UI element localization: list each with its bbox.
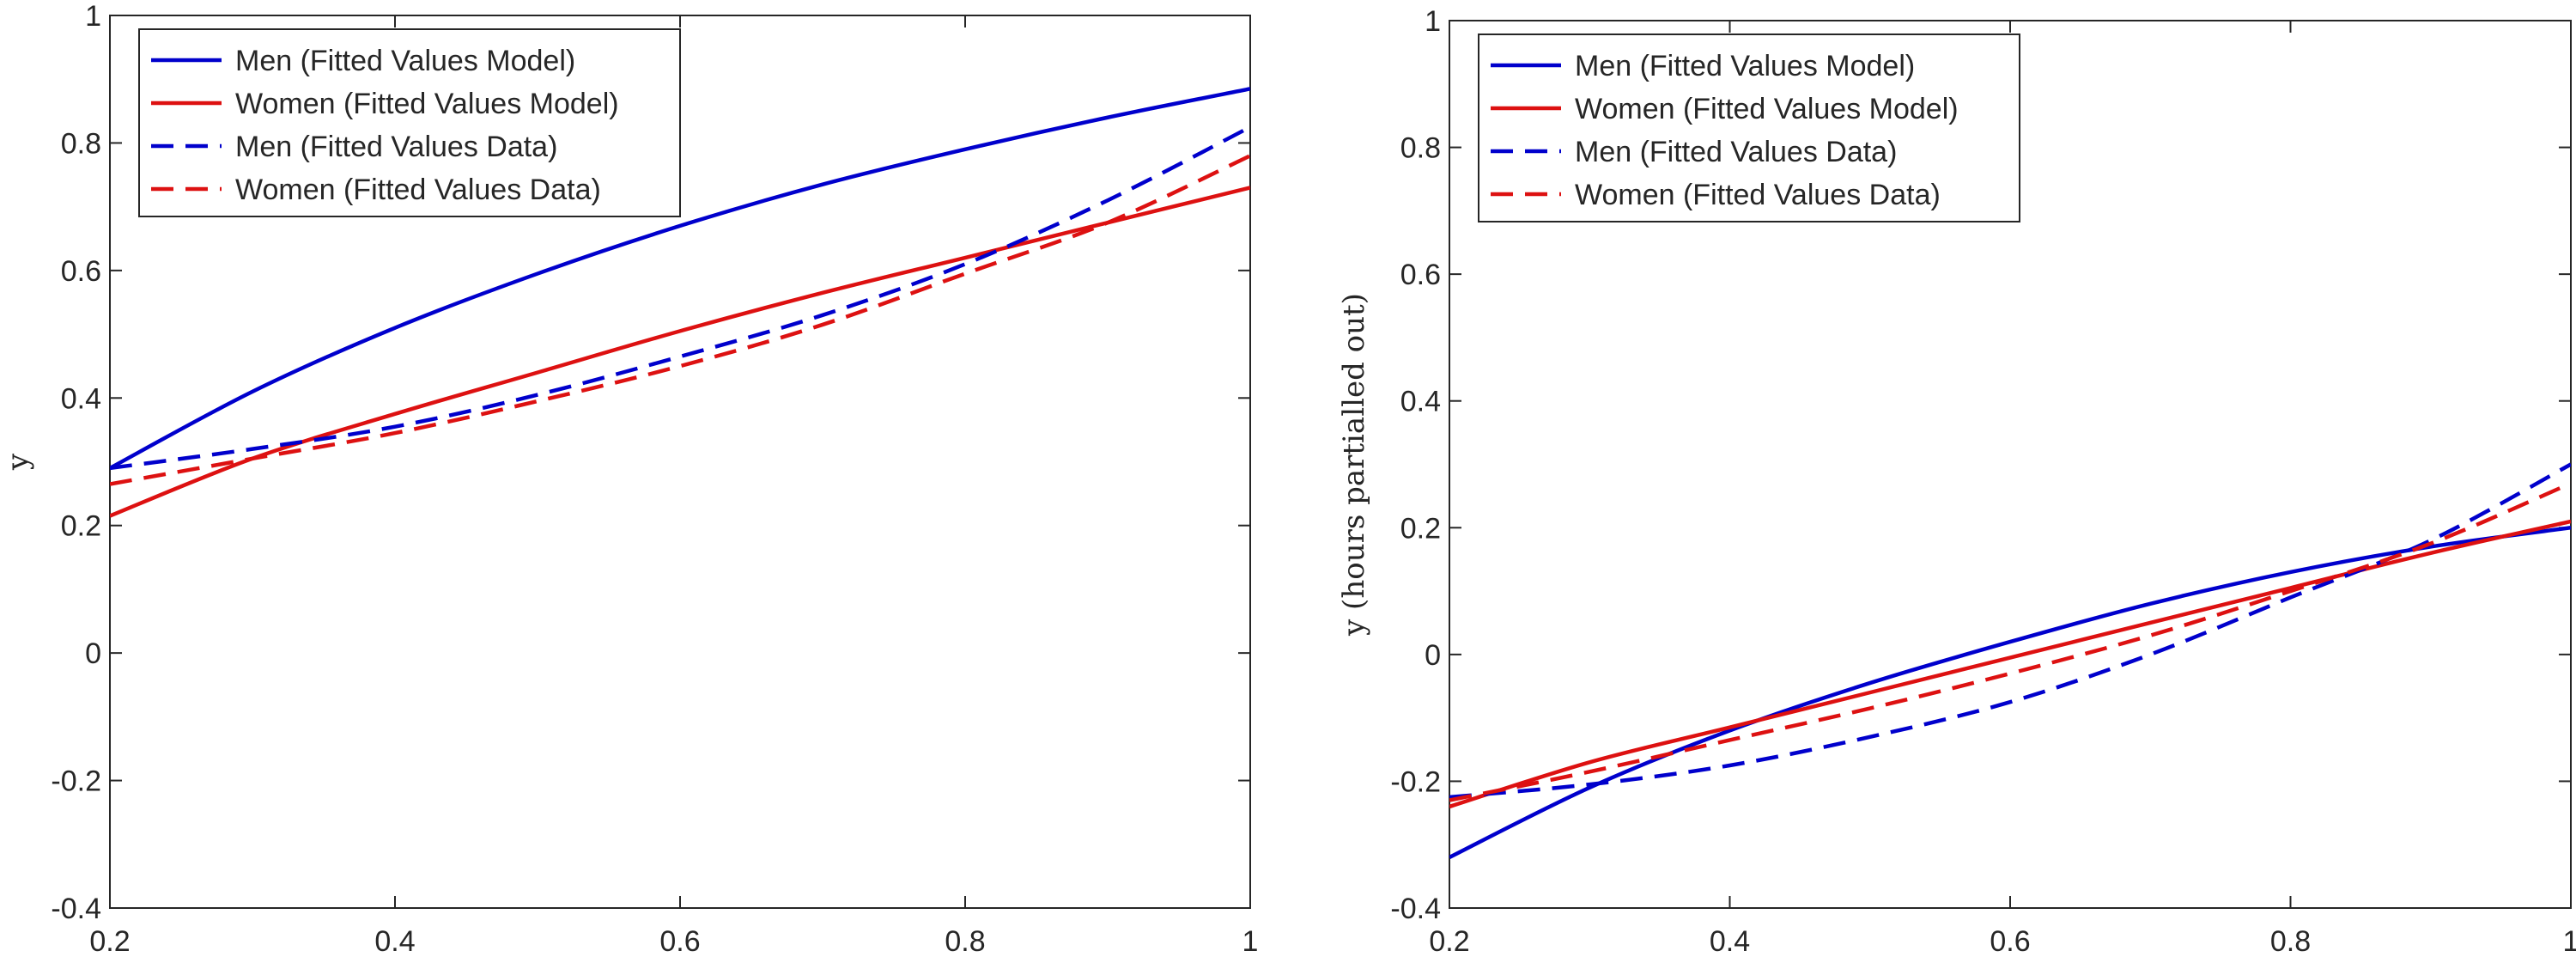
legend-entry: Men (Fitted Values Data) [235,131,557,163]
y-tick-label: 0.8 [1400,132,1441,165]
y-tick-label: 0.4 [1400,386,1441,418]
series-line-0 [1449,526,2571,859]
y-tick-label: 0.2 [1400,512,1441,545]
y-tick-label: 0 [85,637,101,670]
x-tick-label: 1 [1242,925,1259,957]
y-tick-label: 0 [1425,639,1441,672]
legend-entry: Women (Fitted Values Data) [1575,179,1941,211]
series-line-0 [110,87,1250,470]
legend-entry: Men (Fitted Values Model) [235,45,575,77]
legend-box [1478,34,2020,222]
x-tick-label: 0.4 [374,925,415,957]
y-tick-label: -0.4 [1390,893,1441,925]
y-tick-label: 0.6 [61,255,101,288]
x-tick-label: 0.4 [1710,925,1750,957]
series-line-1 [1449,519,2571,809]
y-tick-label: 0.4 [61,382,101,415]
legend-entry: Men (Fitted Values Data) [1575,136,1897,168]
left-chart-panel: 0.2 0.4 0.6 0.8 1 -0.4 -0.2 0 0.2 0.4 0.6 0.8 1 y Men … [1,0,1258,957]
legend-entry: Women (Fitted Values Model) [1575,93,1959,125]
x-tick-label: 0.8 [945,925,985,957]
x-tick-label: 0.2 [1429,925,1469,957]
y-tick-label: 0.2 [61,510,101,543]
x-tick-label: 0.6 [659,925,700,957]
x-tick-label: 0.8 [2270,925,2311,957]
y-tick-label: 1 [85,0,101,33]
y-tick-label: 1 [1425,5,1441,38]
legend-entry: Men (Fitted Values Model) [1575,50,1915,82]
right-chart-panel: 0.2 0.4 0.6 0.8 1 -0.4 -0.2 0 0.2 0.4 0.6 0.8 1 y (ho… [1337,5,2576,957]
x-tick-label: 0.6 [1990,925,2030,957]
y-tick-label: 0.6 [1400,259,1441,291]
x-tick-label: 1 [2563,925,2576,957]
y-tick-label: -0.2 [51,765,101,798]
y-axis-label: y (hours partialled out) [1337,293,1371,637]
x-tick-label: 0.2 [89,925,130,957]
legend-box [138,28,681,217]
y-tick-label: 0.8 [61,127,101,160]
y-tick-label: -0.4 [51,893,101,925]
y-axis-label: y [1,453,35,471]
series-line-3 [1449,481,2571,802]
legend-entry: Women (Fitted Values Data) [235,174,601,206]
legend-entry: Women (Fitted Values Model) [235,88,619,120]
y-tick-label: -0.2 [1390,765,1441,798]
